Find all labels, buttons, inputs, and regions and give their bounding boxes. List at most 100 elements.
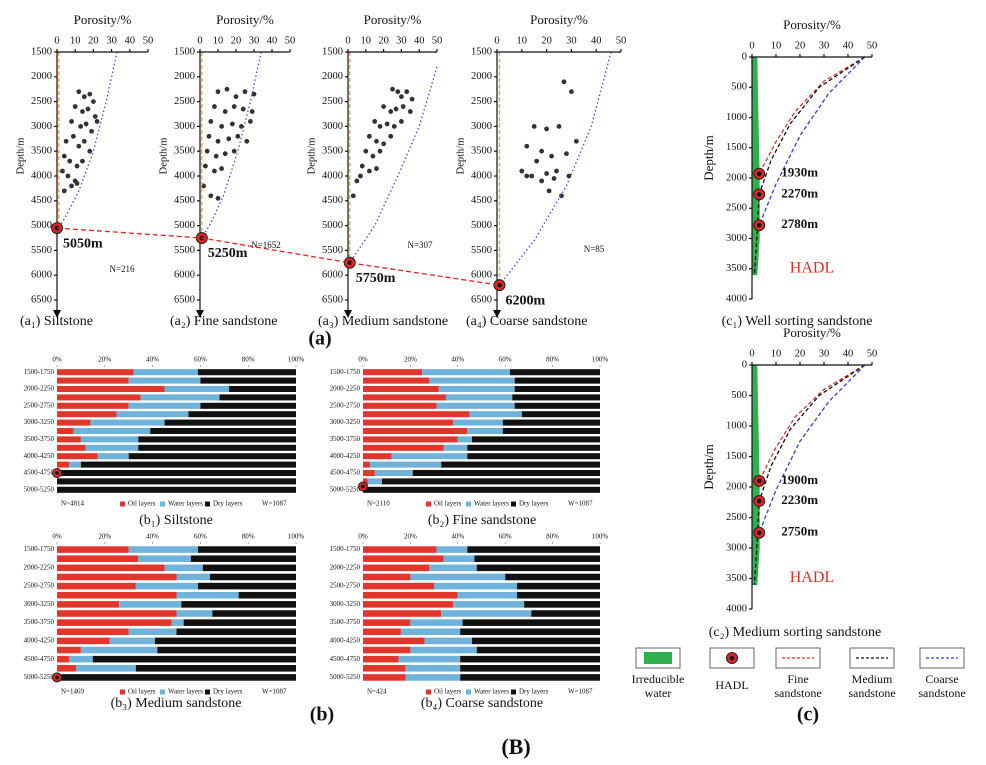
legend-label: Dry layers: [213, 688, 243, 696]
legend-swatch: [511, 501, 516, 507]
bar-segment: [436, 402, 515, 409]
scatter-point: [242, 89, 248, 95]
scatter-point: [372, 119, 378, 124]
x-tick-label: 50: [285, 35, 296, 46]
y-tick-label: 2500: [322, 96, 343, 107]
x-tick-label: 20%: [98, 533, 111, 541]
bar-segment: [135, 665, 296, 672]
legend-swatch: [466, 689, 471, 695]
bar-segment: [363, 394, 446, 401]
bar-segment: [363, 402, 437, 409]
category-label: 4000-4250: [24, 452, 55, 460]
bar-segment: [57, 394, 141, 401]
bar-segment: [363, 619, 411, 626]
bar-segment: [363, 646, 411, 654]
bar-segment: [429, 564, 477, 572]
bar-segment: [502, 427, 600, 435]
bar-segment: [460, 665, 600, 672]
bar-segment: [472, 637, 600, 645]
bar-segment: [363, 637, 425, 645]
y-tick-label: 2000: [471, 71, 492, 82]
scatter-point: [87, 148, 93, 154]
bar-segment: [57, 461, 69, 468]
hadl-depth-label: 2750m: [781, 524, 818, 539]
legend-label: Oil layers: [128, 688, 156, 696]
legend-label: Fine sandstone: [774, 672, 822, 700]
bar-segment: [219, 394, 296, 401]
category-label: 5000-5250: [330, 485, 361, 493]
scatter-point: [249, 109, 255, 114]
legend-label: Oil layers: [128, 500, 156, 508]
legend-swatch: [205, 689, 210, 695]
y-tick-label: 5000: [471, 220, 492, 231]
hadl-depth-label: 1930m: [781, 165, 818, 180]
scatter-point: [240, 106, 246, 112]
y-axis-label: Depth/m: [306, 138, 317, 175]
y-tick-label: 5500: [174, 245, 195, 256]
scatter-point: [388, 109, 394, 114]
x-tick-label: 0: [494, 35, 499, 46]
scatter-point: [374, 166, 379, 171]
category-label: 5000-5250: [24, 485, 55, 493]
x-tick-label: 100%: [288, 533, 305, 541]
scatter-point: [208, 119, 214, 124]
bar-segment: [438, 385, 515, 393]
scatter-point: [81, 138, 87, 144]
bar-segment: [363, 601, 454, 608]
x-tick-label: 0: [54, 35, 59, 46]
bar-segment: [57, 674, 296, 681]
bar-segment: [469, 411, 522, 418]
scatter-point: [524, 143, 530, 149]
y-tick-label: 3500: [31, 146, 52, 157]
caption: (b₃) Medium sandstone: [111, 696, 242, 711]
bar-segment: [363, 591, 458, 599]
bar-segment: [460, 655, 600, 663]
caption: (a₁) Siltstone: [20, 314, 93, 329]
scatter-point: [215, 195, 221, 201]
legend-box: [919, 647, 965, 669]
y-tick-label: 6500: [322, 294, 343, 305]
category-label: 3000-3250: [330, 600, 361, 608]
scatter-point: [212, 168, 217, 174]
scatter-point: [230, 121, 235, 127]
bar-segment: [57, 411, 117, 418]
bar-segment: [181, 601, 296, 608]
category-label: 3000-3250: [24, 418, 55, 426]
scatter-point: [354, 178, 360, 184]
bar-segment: [453, 419, 503, 426]
legend-label: Coarse sandstone: [918, 672, 966, 700]
category-label: 4000-4250: [330, 452, 361, 460]
scatter-point: [363, 148, 369, 154]
x-tick-label: 80%: [242, 356, 255, 364]
x-tick-label: 50: [867, 40, 878, 51]
bar-segment: [128, 377, 201, 384]
scatter-point: [85, 106, 91, 112]
irreducible-water-area: [751, 364, 760, 586]
bar-segment: [200, 402, 296, 409]
y-tick-label: 4000: [174, 170, 195, 181]
legend-box: [635, 647, 681, 669]
category-label: 2500-2750: [24, 401, 55, 409]
axis-arrow: [344, 310, 352, 318]
scatter-point: [81, 94, 87, 100]
caption: (a₂) Fine sandstone: [170, 314, 278, 329]
scatter-point: [76, 89, 82, 95]
scatter-point: [554, 168, 559, 174]
y-tick-label: 3000: [726, 233, 747, 244]
category-label: 2500-2750: [330, 582, 361, 590]
y-tick-label: 1500: [471, 46, 492, 57]
y-axis-label: Depth/m: [158, 138, 169, 175]
bar-segment: [363, 411, 470, 418]
bar-segment: [457, 591, 518, 599]
legend-label: Water layers: [168, 688, 203, 696]
x-tick-label: 20: [231, 35, 242, 46]
y-tick-label: 4000: [322, 170, 343, 181]
x-tick-label: 10: [517, 35, 528, 46]
x-tick-label: 40: [125, 35, 136, 46]
caption: (b₂) Fine sandstone: [428, 513, 536, 528]
bar-segment: [514, 402, 600, 409]
bar-segment: [363, 564, 430, 572]
x-tick-label: 60%: [194, 356, 207, 364]
legend-swatch: [511, 689, 516, 695]
bar-segment: [467, 546, 600, 553]
